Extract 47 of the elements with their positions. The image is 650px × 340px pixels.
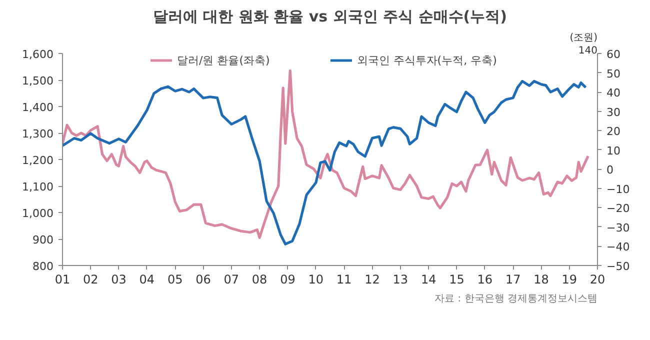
- y2-tick-label: −40: [606, 240, 630, 254]
- y-tick-label: 1,200: [22, 154, 54, 167]
- y2-tick-label: 50: [606, 67, 620, 80]
- x-tick-label: 13: [392, 272, 408, 286]
- y-tick-label: 1,100: [22, 180, 54, 194]
- y-tick-label: 1,000: [22, 207, 54, 220]
- y-tick-label: 1,500: [22, 74, 54, 88]
- y-tick-label: 800: [32, 260, 54, 273]
- y-tick-label: 1,300: [22, 128, 54, 140]
- y2-tick-label: 20: [606, 125, 620, 138]
- legend-label: 달러/원 환율(좌축): [177, 52, 270, 68]
- x-tick-label: 16: [477, 272, 493, 286]
- x-tick-label: 01: [54, 272, 70, 286]
- x-tick-label: 14: [420, 272, 436, 286]
- y2-tick-label: 0: [606, 164, 614, 177]
- x-tick-label: 07: [224, 272, 240, 286]
- x-tick-label: 09: [280, 272, 296, 286]
- y2-tick-label: 60: [606, 48, 620, 61]
- y-tick-label: 900: [32, 234, 54, 246]
- y2-tick-label: 10: [606, 144, 620, 158]
- x-tick-label: 19: [562, 272, 578, 286]
- x-tick-label: 04: [139, 272, 155, 286]
- y2-tick-label: 30: [606, 106, 620, 119]
- x-tick-label: 08: [252, 272, 268, 286]
- y-tick-label: 1,600: [22, 48, 54, 61]
- x-tick-label: 02: [83, 272, 98, 286]
- y2-tick-label: −30: [606, 221, 630, 234]
- annotation: 140: [578, 46, 598, 56]
- text: 자료 : 한국은행 경제통계정보시스템: [434, 294, 598, 304]
- legend-label: 외국인 주식투자(누적, 우축): [356, 52, 497, 68]
- y2-tick-label: 40: [606, 86, 620, 100]
- y-tick-label: 1,400: [22, 101, 54, 114]
- x-tick-label: 18: [534, 272, 549, 286]
- x-tick-label: 10: [308, 272, 324, 286]
- y2-tick-label: −50: [606, 260, 630, 273]
- x-tick-label: 05: [168, 272, 183, 286]
- y2-axis-title: (조원): [570, 32, 598, 44]
- chart-title: 달러에 대한 원화 환율 vs 외국인 주식 순매수(누적): [153, 8, 507, 26]
- x-tick-label: 06: [196, 272, 211, 286]
- y2-tick-label: −20: [606, 202, 630, 216]
- x-tick-label: 12: [364, 272, 380, 286]
- x-tick-label: 11: [336, 272, 352, 286]
- x-tick-label: 15: [449, 272, 464, 286]
- x-tick-label: 03: [111, 272, 126, 286]
- y2-tick-label: −10: [606, 182, 630, 196]
- x-tick-label: 20: [590, 272, 606, 286]
- x-tick-label: 17: [505, 272, 521, 286]
